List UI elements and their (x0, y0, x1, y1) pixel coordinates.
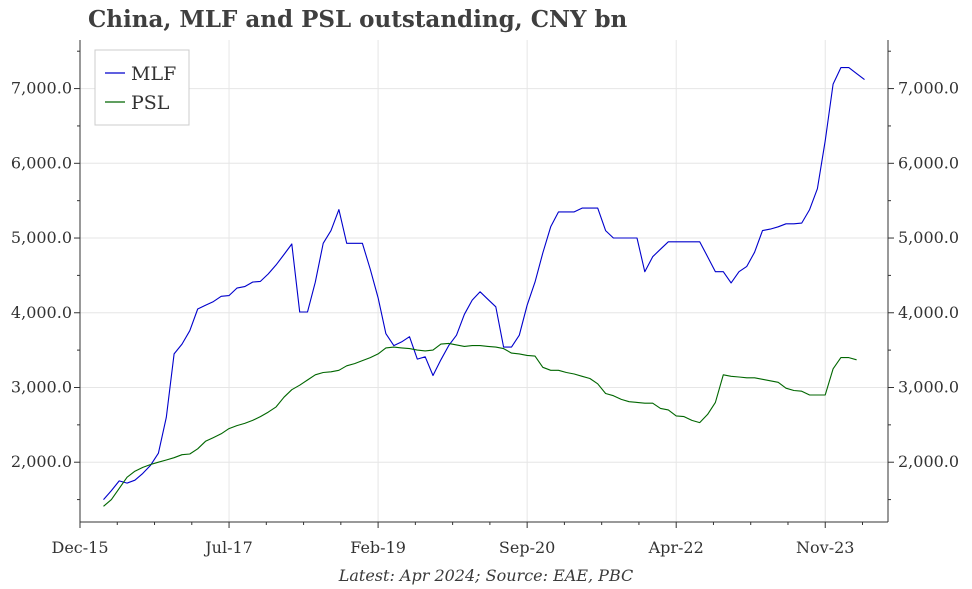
y-tick-label-left: 7,000.0 (11, 79, 72, 98)
legend-label-mlf: MLF (131, 63, 176, 85)
legend-label-psl: PSL (131, 92, 170, 114)
x-tick-label: Nov-23 (796, 538, 854, 557)
x-tick-label: Dec-15 (51, 538, 108, 557)
y-tick-label-left: 4,000.0 (11, 303, 72, 322)
source-footnote: Latest: Apr 2024; Source: EAE, PBC (338, 566, 634, 585)
y-tick-label-left: 3,000.0 (11, 377, 72, 396)
series-layer (103, 67, 865, 507)
axes: 2,000.0 2,000.0 3,000.0 3,000.0 4,000.0 4,000… (11, 40, 959, 557)
series-line-psl (103, 342, 857, 507)
y-tick-label-right: 7,000.0 (898, 79, 959, 98)
y-tick-label-right: 2,000.0 (898, 452, 959, 471)
chart-title: China, MLF and PSL outstanding, CNY bn (88, 6, 628, 33)
y-tick-label-left: 5,000.0 (11, 228, 72, 247)
y-tick-label-right: 3,000.0 (898, 377, 959, 396)
x-tick-label: Feb-19 (350, 538, 406, 557)
x-tick-label: Sep-20 (499, 538, 555, 557)
legend: MLF PSL (94, 49, 190, 126)
grid (79, 40, 888, 522)
y-tick-label-right: 5,000.0 (898, 228, 959, 247)
y-tick-label-right: 6,000.0 (898, 153, 959, 172)
x-tick-label: Apr-22 (648, 538, 704, 557)
x-tick-label: Jul-17 (203, 538, 253, 557)
y-tick-label-left: 6,000.0 (11, 153, 72, 172)
y-tick-label-right: 4,000.0 (898, 303, 959, 322)
series-line-mlf (103, 67, 865, 500)
legend-box (94, 49, 190, 126)
y-tick-label-left: 2,000.0 (11, 452, 72, 471)
